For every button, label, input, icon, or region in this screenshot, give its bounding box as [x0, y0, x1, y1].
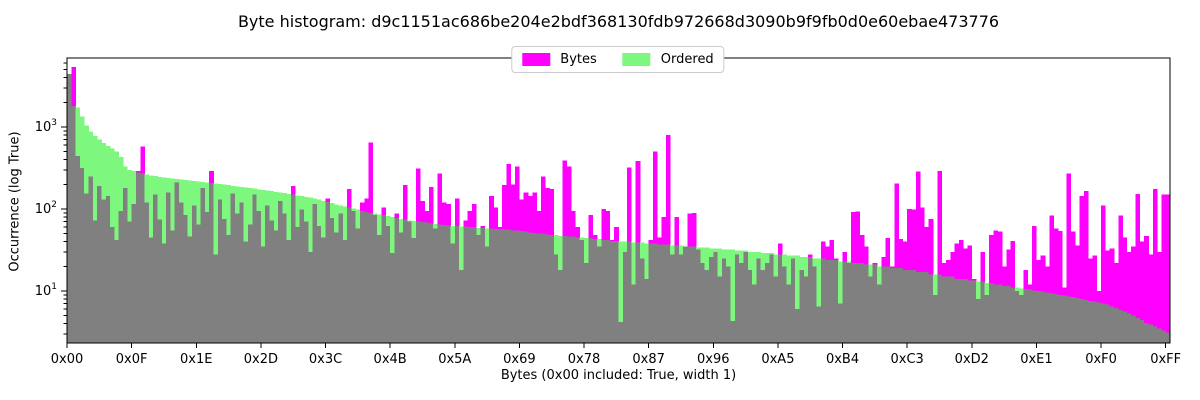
- svg-text:0xA5: 0xA5: [761, 352, 794, 367]
- y-axis-label: Occurrence (log True): [7, 131, 23, 272]
- svg-text:0xC3: 0xC3: [891, 352, 924, 367]
- legend: Bytes Ordered: [511, 46, 725, 73]
- y-axis-ticks: [61, 62, 67, 335]
- svg-text:0x1E: 0x1E: [180, 352, 212, 367]
- legend-label-bytes: Bytes: [560, 52, 597, 67]
- svg-text:0x78: 0x78: [568, 352, 601, 367]
- ordered-swatch-icon: [622, 53, 651, 66]
- bars-layer: [67, 66, 1171, 344]
- svg-text:0xE1: 0xE1: [1020, 352, 1052, 367]
- svg-text:0x69: 0x69: [503, 352, 536, 367]
- svg-text:103: 103: [35, 118, 57, 135]
- y-axis-tick-labels: 101 102 103: [35, 118, 57, 299]
- x-axis-ticks: 0x00 0x0F 0x1E 0x2D 0x3C 0x4B 0x5A 0x69 0x78 0x87…: [51, 343, 1181, 367]
- chart-title: Byte histogram: d9c1151ac686be204e2bdf36…: [237, 12, 1000, 31]
- svg-text:0x0F: 0x0F: [116, 352, 148, 367]
- svg-text:0x87: 0x87: [632, 352, 665, 367]
- legend-item-ordered: Ordered: [622, 52, 714, 67]
- bytes-swatch-icon: [522, 53, 551, 66]
- svg-text:0x5A: 0x5A: [438, 352, 471, 367]
- legend-item-bytes: Bytes: [522, 52, 597, 67]
- svg-text:0x4B: 0x4B: [374, 352, 407, 367]
- svg-text:102: 102: [35, 200, 57, 217]
- svg-text:0x96: 0x96: [697, 352, 730, 367]
- svg-text:0xB4: 0xB4: [826, 352, 859, 367]
- x-axis-label: Bytes (0x00 included: True, width 1): [500, 368, 737, 383]
- svg-text:0xF0: 0xF0: [1085, 352, 1117, 367]
- svg-text:0x00: 0x00: [51, 352, 84, 367]
- svg-text:101: 101: [35, 282, 57, 299]
- svg-text:0x3C: 0x3C: [309, 352, 342, 367]
- svg-text:0xFF: 0xFF: [1150, 352, 1181, 367]
- svg-text:0xD2: 0xD2: [955, 352, 989, 367]
- svg-text:0x2D: 0x2D: [244, 352, 278, 367]
- legend-label-ordered: Ordered: [660, 52, 714, 67]
